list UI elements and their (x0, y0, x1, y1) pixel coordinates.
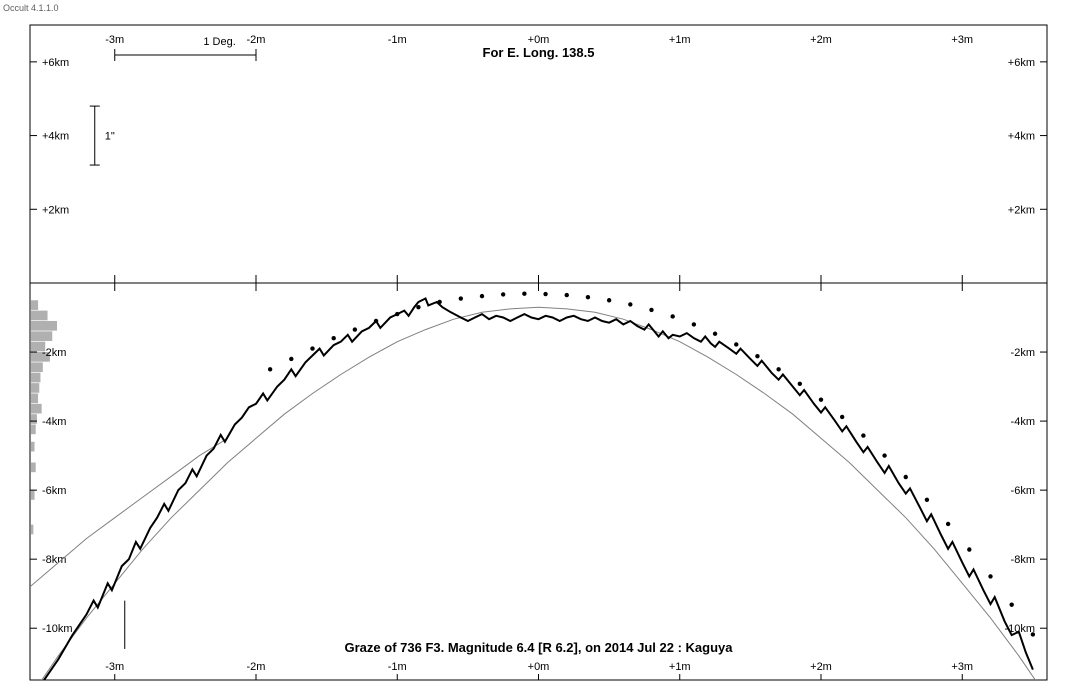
profile-dot (374, 319, 378, 323)
y-tick-label: -6km (42, 485, 66, 497)
profile-dot (798, 382, 802, 386)
chart-title: For E. Long. 138.5 (483, 45, 595, 60)
x-tick-label: +3m (951, 661, 973, 673)
bottom-panel-border (30, 283, 1047, 680)
x-tick-label: -1m (388, 34, 407, 46)
histogram-bar (31, 525, 33, 535)
profile-dot (331, 336, 335, 340)
y-tick-label: -2km (42, 347, 66, 359)
histogram-bar (31, 331, 52, 341)
profile-dot (310, 346, 314, 350)
x-tick-label: +2m (810, 661, 832, 673)
profile-dot (565, 293, 569, 297)
profile-dot (437, 300, 441, 304)
mean-limb-arc (30, 307, 1047, 695)
histogram-bar (31, 311, 48, 321)
x-tick-label: -2m (247, 34, 266, 46)
profile-dot (840, 415, 844, 419)
histogram-bar (31, 490, 35, 500)
y-tick-label: +2km (42, 204, 69, 216)
y-tick-label: +6km (42, 57, 69, 69)
profile-dot (480, 294, 484, 298)
profile-dot (925, 498, 929, 502)
profile-dot (713, 332, 717, 336)
profile-dot (967, 547, 971, 551)
x-tick-label: +2m (810, 34, 832, 46)
profile-dot (416, 305, 420, 309)
histogram-bar (31, 383, 39, 393)
histogram-bar (31, 362, 43, 372)
x-tick-label: +1m (669, 661, 691, 673)
y-tick-label: -8km (42, 554, 66, 566)
profile-dot (734, 342, 738, 346)
app-version-label: Occult 4.1.1.0 (3, 3, 59, 13)
x-tick-label: -3m (105, 661, 124, 673)
chart-subtitle: Graze of 736 F3. Magnitude 6.4 [R 6.2], … (345, 640, 734, 655)
histogram-bar (31, 300, 38, 310)
profile-dot (904, 475, 908, 479)
profile-dot (776, 367, 780, 371)
profile-dot (861, 433, 865, 437)
profile-dot (459, 296, 463, 300)
profile-dot (353, 327, 357, 331)
y-tick-label: -4km (1011, 416, 1035, 428)
profile-dot (395, 312, 399, 316)
terrain-profile (44, 299, 1033, 681)
x-tick-label: -1m (388, 661, 407, 673)
y-tick-label: +6km (1008, 57, 1035, 69)
top-panel-border (30, 25, 1047, 283)
profile-dot (649, 308, 653, 312)
profile-dot (988, 574, 992, 578)
profile-dot (501, 292, 505, 296)
profile-dot (1009, 603, 1013, 607)
profile-dot (670, 314, 674, 318)
y-tick-label: +4km (1008, 131, 1035, 143)
y-tick-label: +4km (42, 131, 69, 143)
x-tick-label: +1m (669, 34, 691, 46)
x-tick-label: -3m (105, 34, 124, 46)
profile-dot (586, 295, 590, 299)
y-tick-label: -6km (1011, 485, 1035, 497)
histogram-bar (31, 463, 36, 473)
x-tick-label: +3m (951, 34, 973, 46)
y-tick-label: +2km (1008, 204, 1035, 216)
y-tick-label: -8km (1011, 554, 1035, 566)
profile-dot (522, 292, 526, 296)
y-tick-label: -2km (1011, 347, 1035, 359)
profile-dot (692, 322, 696, 326)
histogram-bar (31, 442, 35, 452)
x-tick-label: +0m (528, 661, 550, 673)
histogram-bar (31, 393, 38, 403)
arcsec-scalebar-label: 1" (105, 131, 115, 143)
profile-dot (819, 397, 823, 401)
y-tick-label: -4km (42, 416, 66, 428)
profile-dot (543, 292, 547, 296)
profile-dot (1031, 632, 1035, 636)
profile-dot (607, 298, 611, 302)
profile-dot (755, 354, 759, 358)
graze-profile-chart: -3m-3m-2m-2m-1m-1m+0m+0m+1m+1m+2m+2m+3m+… (0, 0, 1077, 695)
histogram-bar (31, 404, 42, 414)
profile-dot (289, 357, 293, 361)
y-tick-label: -10km (42, 623, 73, 635)
x-tick-label: -2m (247, 661, 266, 673)
histogram-bar (31, 373, 40, 383)
profile-dot (268, 367, 272, 371)
deg-scalebar-label: 1 Deg. (203, 36, 235, 48)
profile-dot (946, 522, 950, 526)
histogram-bar (31, 321, 57, 331)
histogram-bar (31, 414, 37, 424)
profile-dot (628, 302, 632, 306)
histogram-bar (31, 425, 36, 435)
profile-dot (882, 453, 886, 457)
